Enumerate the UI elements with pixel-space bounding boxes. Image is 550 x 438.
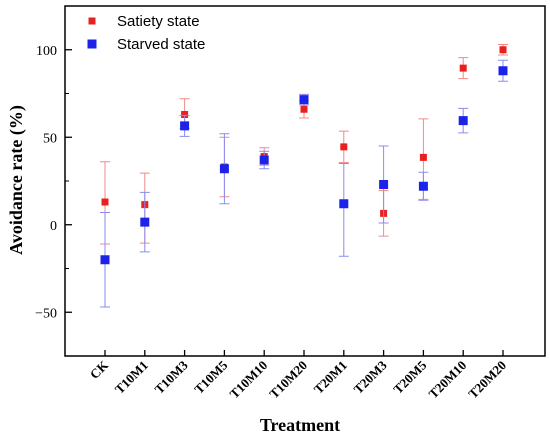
x-tick-label: T20M10 bbox=[426, 358, 470, 402]
data-point bbox=[499, 46, 507, 54]
data-point bbox=[340, 143, 348, 151]
x-tick-label: CK bbox=[87, 357, 112, 382]
data-point bbox=[300, 105, 308, 113]
data-point bbox=[100, 255, 110, 265]
x-tick-label: T10M5 bbox=[191, 357, 231, 397]
data-point bbox=[140, 217, 150, 227]
x-tick-label: T10M3 bbox=[152, 357, 192, 397]
data-point bbox=[458, 116, 468, 126]
data-point bbox=[379, 180, 389, 189]
legend: Satiety state Starved state bbox=[87, 13, 205, 53]
x-tick-label: T10M1 bbox=[112, 358, 151, 397]
y-tick-label: 0 bbox=[50, 219, 57, 234]
data-point bbox=[181, 111, 189, 118]
data-point bbox=[418, 181, 428, 191]
y-tick-label: −50 bbox=[35, 306, 57, 321]
x-tick-label: T20M3 bbox=[351, 357, 391, 397]
data-point bbox=[419, 153, 427, 161]
x-tick-label: T10M20 bbox=[266, 358, 310, 402]
data-point bbox=[219, 164, 229, 174]
legend-marker bbox=[88, 17, 96, 25]
data-point bbox=[101, 198, 109, 206]
x-tick-label: T20M1 bbox=[311, 358, 350, 397]
data-point bbox=[498, 66, 508, 76]
x-tick-label: T10M10 bbox=[227, 358, 271, 402]
data-point bbox=[339, 199, 349, 209]
legend-label: Satiety state bbox=[117, 13, 200, 30]
x-axis-title: Treatment bbox=[260, 415, 340, 435]
y-tick-label: 50 bbox=[43, 131, 57, 146]
y-axis-title: Avoidance rate (%) bbox=[6, 105, 27, 255]
data-point bbox=[259, 155, 269, 165]
legend-label: Starved state bbox=[117, 36, 205, 53]
data-point bbox=[459, 64, 467, 72]
data-point bbox=[180, 121, 190, 131]
y-tick-label: 100 bbox=[36, 44, 57, 59]
data-point bbox=[299, 95, 309, 105]
x-tick-label: T20M5 bbox=[390, 357, 430, 397]
x-tick-label: T20M20 bbox=[465, 358, 509, 402]
legend-marker bbox=[87, 39, 97, 49]
plot-frame bbox=[64, 5, 546, 357]
